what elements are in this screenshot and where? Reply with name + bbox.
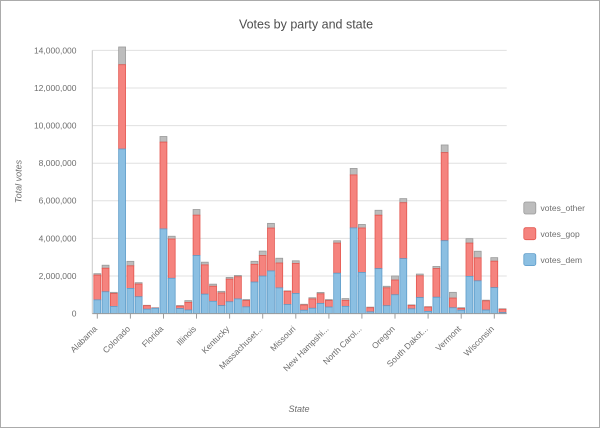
- svg-text:8,000,000: 8,000,000: [39, 158, 77, 168]
- svg-text:State: State: [288, 404, 309, 414]
- svg-text:14,000,000: 14,000,000: [34, 45, 77, 55]
- svg-text:12,000,000: 12,000,000: [34, 83, 77, 93]
- svg-text:4,000,000: 4,000,000: [39, 233, 77, 243]
- svg-text:2,000,000: 2,000,000: [39, 271, 77, 281]
- svg-text:0: 0: [72, 309, 77, 319]
- svg-text:Total votes: Total votes: [13, 159, 23, 203]
- svg-text:6,000,000: 6,000,000: [39, 196, 77, 206]
- svg-text:Votes by party and state: Votes by party and state: [239, 18, 373, 32]
- svg-text:10,000,000: 10,000,000: [34, 121, 77, 131]
- svg-text:votes_dem: votes_dem: [541, 255, 583, 265]
- svg-text:votes_other: votes_other: [541, 203, 586, 213]
- svg-text:votes_gop: votes_gop: [541, 229, 580, 239]
